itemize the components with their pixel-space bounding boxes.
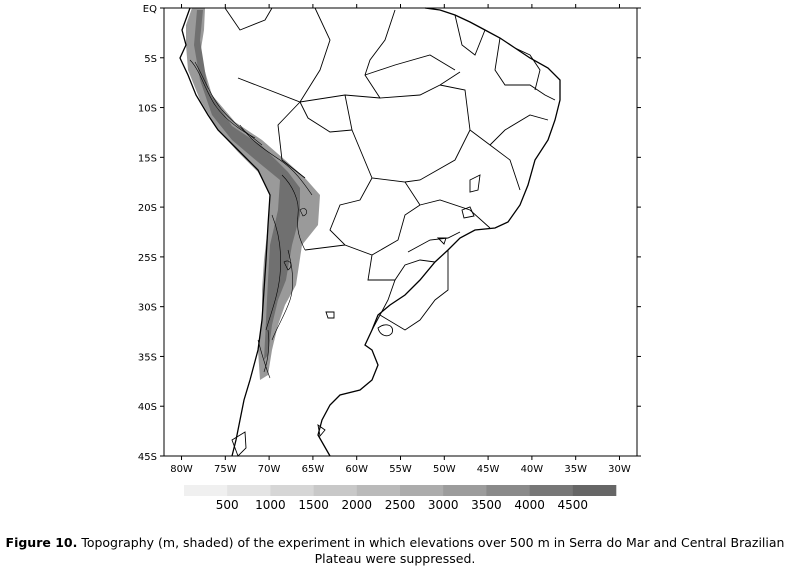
colorbar: 500 1000 1500 2000 2500 3000 3500 4000 4500 — [184, 485, 617, 512]
lon-tick-label: 45W — [477, 464, 500, 475]
border-line — [237, 71, 461, 103]
colorbar-level-label: 1500 — [298, 498, 329, 512]
lon-tick-label: 55W — [389, 464, 412, 475]
border-line — [469, 129, 521, 191]
colorbar-swatch — [313, 485, 358, 496]
lon-tick-label: 40W — [521, 464, 544, 475]
border-line — [494, 37, 556, 101]
colorbar-swatch — [356, 485, 401, 496]
contour-line — [299, 208, 308, 217]
lon-tick-label: 35W — [564, 464, 587, 475]
lat-tick-label: 5S — [144, 54, 157, 65]
andes-shade-high — [194, 10, 300, 360]
contour-line — [194, 61, 263, 146]
lon-tick-label: 75W — [214, 464, 237, 475]
border-line — [461, 206, 475, 219]
border-line — [299, 7, 331, 103]
lat-tick-label: 40S — [138, 402, 157, 413]
border-line — [379, 250, 449, 331]
lon-tick-label: 30W — [608, 464, 631, 475]
topography-map-figure: EQ 5S 10S 15S 20S 25S 30S 35S 40S 45S 80W 75W 70W 65… — [138, 4, 641, 512]
colorbar-level-label: 2500 — [385, 498, 416, 512]
contour-line — [283, 260, 292, 271]
border-line — [469, 174, 481, 193]
lat-tick-label: 45S — [138, 452, 157, 463]
colorbar-swatch — [400, 485, 444, 496]
contour-line — [281, 174, 306, 251]
border-line — [277, 101, 306, 179]
colorbar-level-label: 4000 — [514, 498, 545, 512]
lon-tick-label: 50W — [433, 464, 456, 475]
border-line — [489, 114, 549, 146]
border-line — [317, 423, 326, 438]
lat-tick-label: 10S — [138, 104, 157, 115]
lon-tick-label: 70W — [258, 464, 281, 475]
lat-tick-label: 25S — [138, 253, 157, 264]
colorbar-level-label: 4500 — [558, 498, 589, 512]
border-line — [364, 54, 456, 76]
border-line — [404, 84, 471, 183]
contour-line — [189, 59, 256, 139]
longitude-axis: 80W 75W 70W 65W 60W 55W 50W 45W 40W 35W 30W — [170, 4, 631, 475]
figure-label: Figure 10. — [5, 535, 78, 550]
border-line — [407, 231, 461, 253]
lon-tick-label: 60W — [345, 464, 368, 475]
lat-tick-label: 15S — [138, 153, 157, 164]
andes-shade-low — [186, 8, 320, 380]
colorbar-swatch — [443, 485, 487, 496]
border-line — [367, 254, 436, 281]
colorbar-swatch — [184, 485, 228, 496]
border-line — [329, 177, 421, 256]
country-borders — [224, 7, 556, 457]
colorbar-level-label: 1000 — [255, 498, 286, 512]
lat-tick-label: 20S — [138, 203, 157, 214]
lon-tick-label: 65W — [302, 464, 325, 475]
figure-caption-text: Topography (m, shaded) of the experiment… — [77, 535, 785, 566]
colorbar-level-label: 500 — [216, 498, 239, 512]
lon-tick-label: 80W — [170, 464, 193, 475]
contour-line — [239, 124, 313, 196]
lat-tick-label: 35S — [138, 352, 157, 363]
latitude-axis: EQ 5S 10S 15S 20S 25S 30S 35S 40S 45S — [138, 4, 641, 463]
border-line — [344, 94, 421, 206]
contour-line — [265, 214, 282, 331]
colorbar-level-label: 3500 — [471, 498, 502, 512]
colorbar-swatch — [529, 485, 574, 496]
topography-map: EQ 5S 10S 15S 20S 25S 30S 35S 40S 45S 80W 75W 70W 65… — [138, 4, 641, 512]
lat-tick-label: 30S — [138, 303, 157, 314]
border-line — [224, 7, 273, 31]
south-america-coastline — [179, 7, 561, 457]
andes-contour-lines — [189, 59, 313, 379]
colorbar-swatch — [486, 485, 530, 496]
border-line — [304, 244, 346, 251]
contour-line — [263, 329, 270, 373]
colorbar-swatch — [227, 485, 271, 496]
colorbar-level-label: 3000 — [428, 498, 459, 512]
andes-topography-shading — [186, 8, 320, 380]
border-line — [436, 237, 447, 245]
border-line — [454, 14, 486, 56]
lat-tick-label: EQ — [143, 4, 157, 15]
border-line — [514, 47, 541, 91]
colorbar-level-label: 2000 — [342, 498, 373, 512]
border-line — [299, 101, 353, 133]
border-line — [325, 311, 335, 319]
figure-caption: Figure 10. Topography (m, shaded) of the… — [0, 535, 790, 567]
border-line — [419, 199, 491, 229]
border-line — [377, 324, 393, 337]
colorbar-swatch — [572, 485, 617, 496]
border-line — [364, 9, 396, 99]
border-line — [231, 431, 247, 457]
border-line — [371, 314, 381, 331]
colorbar-swatch — [270, 485, 314, 496]
